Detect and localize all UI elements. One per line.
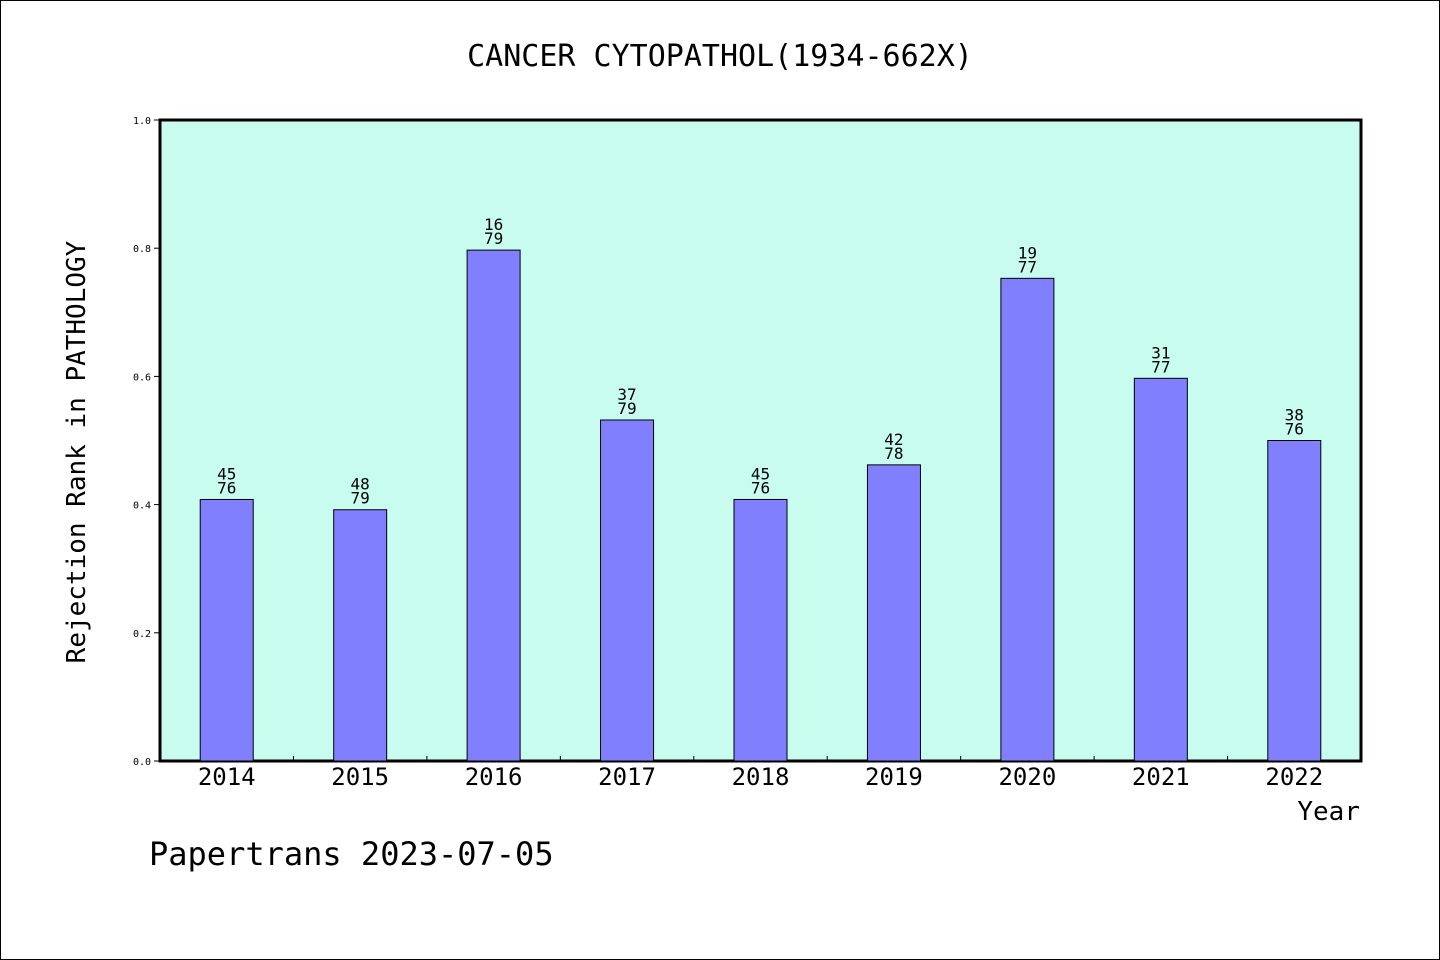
bar-2019 xyxy=(866,464,921,762)
chart-title: CANCER CYTOPATHOL(1934-662X) xyxy=(467,39,973,74)
bar-label-top-2020: 19 xyxy=(1018,243,1037,262)
bar-label-top-2017: 37 xyxy=(617,385,636,404)
bar-label-top-2018: 45 xyxy=(751,464,770,483)
bar-2014 xyxy=(199,498,254,762)
bar-label-top-2022: 38 xyxy=(1285,406,1304,425)
bar-label-top-2019: 42 xyxy=(884,430,903,449)
bar-2020 xyxy=(1000,277,1055,762)
x-tick-label-2021: 2021 xyxy=(1132,763,1190,791)
y-tick-label-1.0: 1.0 xyxy=(133,116,151,127)
y-tick-label-0.2: 0.2 xyxy=(133,629,151,640)
bar-label-bottom-2016: 79 xyxy=(484,229,503,248)
bar-2021 xyxy=(1133,377,1188,762)
x-tick-label-2016: 2016 xyxy=(465,763,523,791)
y-tick-label-0.4: 0.4 xyxy=(133,501,151,512)
x-axis-label: Year xyxy=(1297,797,1360,827)
bar-2015 xyxy=(333,509,388,762)
y-axis-label: Rejection Rank in PATHOLOGY xyxy=(62,240,92,663)
bar-2016 xyxy=(466,249,521,762)
footer-text: Papertrans 2023-07-05 xyxy=(149,835,554,873)
x-tick-label-2017: 2017 xyxy=(598,763,656,791)
bar-2018 xyxy=(733,498,788,762)
bar-label-bottom-2015: 79 xyxy=(351,489,370,508)
bar-label-top-2015: 48 xyxy=(351,475,370,494)
y-tick-label-0.0: 0.0 xyxy=(133,757,151,768)
x-tick-label-2014: 2014 xyxy=(198,763,256,791)
bar-label-top-2014: 45 xyxy=(217,464,236,483)
x-tick-label-2018: 2018 xyxy=(732,763,790,791)
x-tick-label-2015: 2015 xyxy=(331,763,389,791)
bar-label-bottom-2018: 76 xyxy=(751,478,770,497)
bar-label-bottom-2019: 78 xyxy=(884,444,903,463)
bar-label-bottom-2021: 77 xyxy=(1151,357,1170,376)
bar-label-top-2016: 16 xyxy=(484,215,503,234)
x-tick-label-2022: 2022 xyxy=(1265,763,1323,791)
bar-label-bottom-2014: 76 xyxy=(217,478,236,497)
bar-2022 xyxy=(1267,440,1322,762)
bar-label-bottom-2020: 77 xyxy=(1018,257,1037,276)
bar-label-bottom-2022: 76 xyxy=(1285,420,1304,439)
bar-label-bottom-2017: 79 xyxy=(617,399,636,418)
x-tick-label-2020: 2020 xyxy=(998,763,1056,791)
bar-2017 xyxy=(600,419,655,762)
y-tick-label-0.6: 0.6 xyxy=(133,372,151,383)
y-tick-label-0.8: 0.8 xyxy=(133,244,151,255)
bar-label-top-2021: 31 xyxy=(1151,343,1170,362)
x-tick-label-2019: 2019 xyxy=(865,763,923,791)
